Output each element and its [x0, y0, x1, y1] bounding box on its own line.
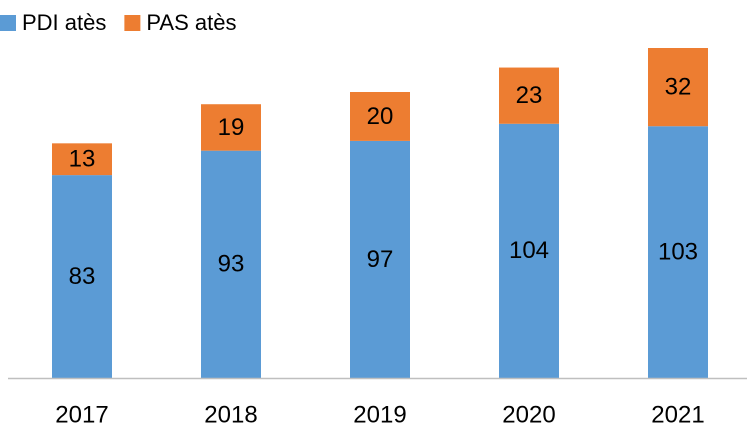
data-label: 23: [516, 82, 543, 109]
data-label: 19: [218, 114, 245, 141]
x-tick-label: 2021: [651, 401, 704, 428]
x-tick-label: 2018: [204, 401, 257, 428]
data-label: 97: [367, 246, 394, 273]
data-label: 83: [69, 263, 96, 290]
bar-segment: [350, 140, 410, 378]
legend-swatch: [0, 15, 16, 31]
bar-segment: [52, 143, 112, 176]
bar-segment: [201, 150, 261, 378]
legend-swatch: [124, 15, 141, 31]
bar-segment: [499, 67, 559, 124]
data-label: 32: [665, 73, 692, 100]
x-tick-label: 2017: [55, 401, 108, 428]
data-label: 93: [218, 251, 245, 278]
bar-segment: [350, 92, 410, 141]
bar-segment: [648, 48, 708, 127]
legend-label: PAS atès: [146, 10, 236, 35]
x-tick-label: 2019: [353, 401, 406, 428]
data-label: 104: [509, 237, 549, 264]
bar-segment: [499, 123, 559, 379]
x-tick-label: 2020: [502, 401, 555, 428]
data-label: 20: [367, 103, 394, 130]
bar-segment: [648, 126, 708, 378]
bar-segment: [52, 175, 112, 378]
data-label: 103: [658, 238, 698, 265]
data-label: 13: [69, 146, 96, 173]
bar-segment: [201, 104, 261, 151]
legend-label: PDI atès: [22, 10, 106, 35]
